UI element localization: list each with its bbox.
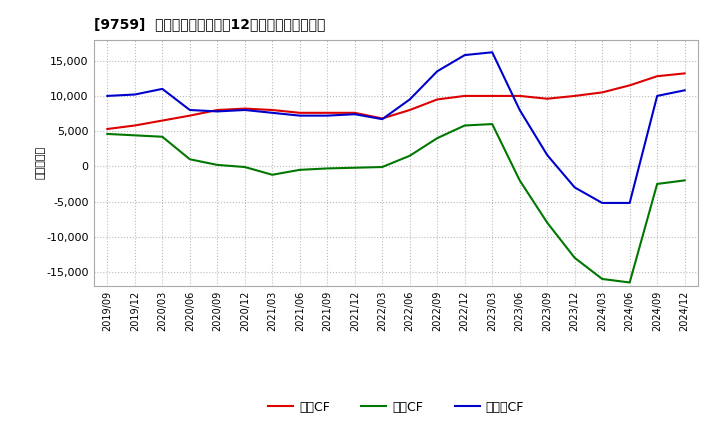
投資CF [516,178,524,183]
営業CF [433,97,441,102]
営業CF [186,113,194,118]
営業CF [626,83,634,88]
投資CF [378,165,387,170]
営業CF [460,93,469,99]
営業CF [351,110,359,115]
フリーCF [433,69,441,74]
投資CF [488,121,497,127]
フリーCF [323,113,332,118]
営業CF [103,126,112,132]
投資CF [103,131,112,136]
投資CF [680,178,689,183]
フリーCF [516,107,524,113]
営業CF [488,93,497,99]
フリーCF [240,107,249,113]
フリーCF [653,93,662,99]
営業CF [158,118,166,123]
投資CF [158,134,166,139]
フリーCF [405,97,414,102]
投資CF [351,165,359,170]
フリーCF [295,113,304,118]
営業CF [680,71,689,76]
フリーCF [378,117,387,122]
フリーCF [268,110,276,115]
フリーCF [598,200,606,205]
Legend: 営業CF, 投資CF, フリーCF: 営業CF, 投資CF, フリーCF [263,396,529,419]
Text: [9759]  キャッシュフローの12か月移動合計の推移: [9759] キャッシュフローの12か月移動合計の推移 [94,18,325,32]
営業CF [516,93,524,99]
フリーCF [460,52,469,58]
フリーCF [680,88,689,93]
営業CF [130,123,139,128]
投資CF [653,181,662,187]
投資CF [130,133,139,138]
フリーCF [130,92,139,97]
投資CF [570,255,579,260]
フリーCF [158,86,166,92]
投資CF [405,153,414,158]
Line: フリーCF: フリーCF [107,52,685,203]
営業CF [405,107,414,113]
営業CF [378,116,387,121]
営業CF [323,110,332,115]
投資CF [598,276,606,282]
投資CF [433,136,441,141]
投資CF [240,165,249,170]
営業CF [295,110,304,115]
Line: 投資CF: 投資CF [107,124,685,282]
Line: 営業CF: 営業CF [107,73,685,129]
フリーCF [543,152,552,158]
フリーCF [570,185,579,190]
フリーCF [351,112,359,117]
フリーCF [488,50,497,55]
投資CF [268,172,276,177]
営業CF [240,106,249,111]
投資CF [295,167,304,172]
投資CF [213,162,222,168]
営業CF [570,93,579,99]
フリーCF [626,200,634,205]
投資CF [543,220,552,225]
投資CF [460,123,469,128]
営業CF [543,96,552,101]
投資CF [186,157,194,162]
営業CF [598,90,606,95]
営業CF [213,107,222,113]
投資CF [323,166,332,171]
営業CF [653,73,662,79]
フリーCF [103,93,112,99]
フリーCF [213,109,222,114]
投資CF [626,280,634,285]
営業CF [268,107,276,113]
フリーCF [186,107,194,113]
Y-axis label: （百万円）: （百万円） [36,146,45,180]
